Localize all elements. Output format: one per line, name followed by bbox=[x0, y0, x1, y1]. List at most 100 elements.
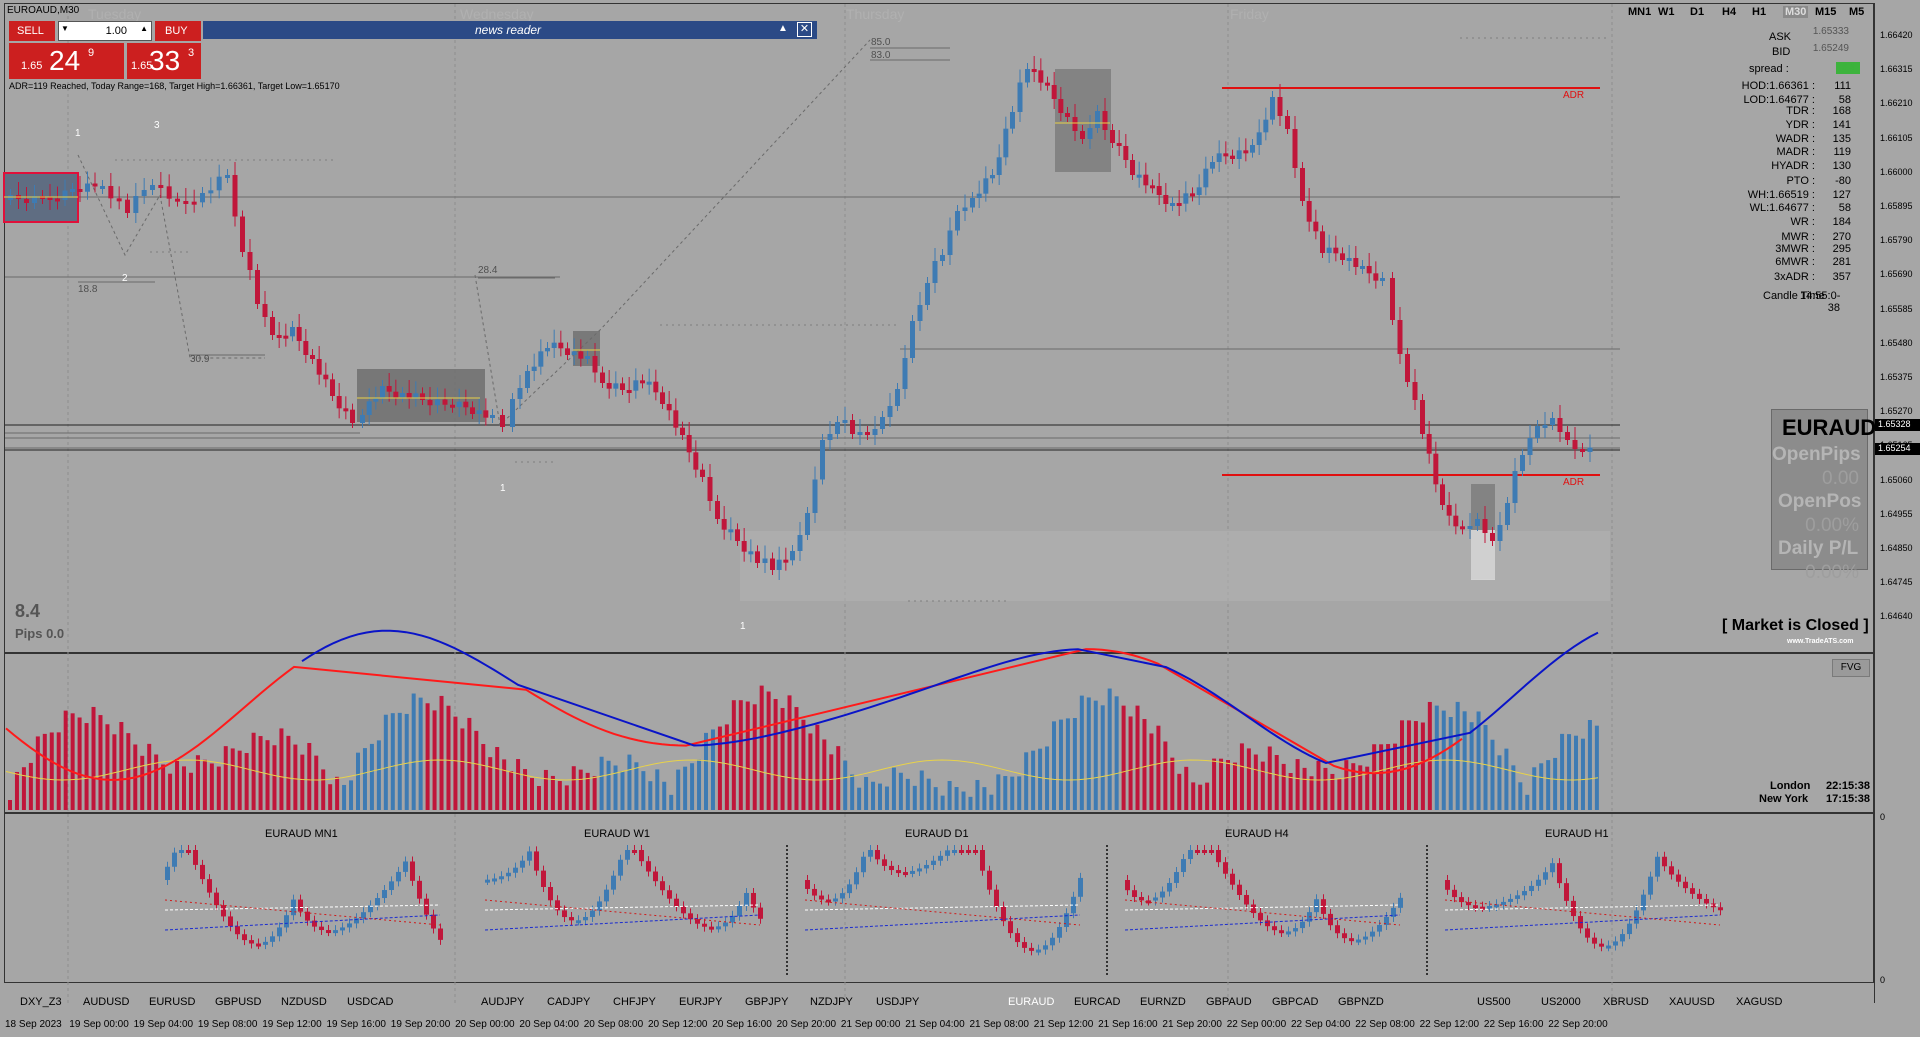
news-close-icon[interactable]: ✕ bbox=[797, 22, 812, 37]
mini-band bbox=[164, 899, 441, 926]
histogram-bar bbox=[1455, 701, 1460, 810]
lot-decrease-icon[interactable]: ▼ bbox=[61, 24, 69, 33]
symbol-tab-cadjpy[interactable]: CADJPY bbox=[547, 996, 591, 1008]
news-reader-bar[interactable]: news reader ▲ ✕ bbox=[203, 21, 817, 39]
candle-body bbox=[1535, 426, 1540, 438]
histogram-bar bbox=[244, 753, 249, 810]
candle-body bbox=[366, 401, 372, 415]
symbol-tab-nzdusd[interactable]: NZDUSD bbox=[281, 996, 327, 1008]
buy-button[interactable]: BUY bbox=[155, 21, 201, 41]
histogram-bar bbox=[1309, 776, 1314, 810]
candle-body bbox=[673, 410, 679, 428]
symbol-tab-chfjpy[interactable]: CHFJPY bbox=[613, 996, 656, 1008]
lot-increase-icon[interactable]: ▲ bbox=[140, 24, 148, 33]
candle-body bbox=[247, 252, 253, 270]
timeframe-m5[interactable]: M5 bbox=[1849, 6, 1865, 18]
symbol-tab-usdcad[interactable]: USDCAD bbox=[347, 996, 394, 1008]
symbol-tab-us2000[interactable]: US2000 bbox=[1541, 996, 1581, 1008]
histogram-bar bbox=[1393, 743, 1398, 810]
symbol-tab-euraud[interactable]: EURAUD bbox=[1008, 996, 1055, 1008]
symbol-tab-gbpjpy[interactable]: GBPJPY bbox=[745, 996, 789, 1008]
fvg-button[interactable]: FVG bbox=[1832, 659, 1870, 677]
symbol-tab-gbpusd[interactable]: GBPUSD bbox=[215, 996, 262, 1008]
symbol-tab-xauusd[interactable]: XAUUSD bbox=[1669, 996, 1715, 1008]
symbol-tab-dxyz3[interactable]: DXY_Z3 bbox=[20, 996, 62, 1008]
histogram-bar bbox=[453, 716, 458, 810]
symbol-tab-usdjpy[interactable]: USDJPY bbox=[876, 996, 920, 1008]
price-tick: 1.65585 bbox=[1880, 303, 1913, 314]
histogram-bar bbox=[376, 740, 381, 810]
symbol-tab-eurnzd[interactable]: EURNZD bbox=[1140, 996, 1186, 1008]
lot-size-input[interactable]: ▼ 1.00 ▲ bbox=[58, 21, 152, 41]
candle-body bbox=[600, 372, 605, 383]
stat-value: 357 bbox=[1832, 271, 1851, 283]
candle-body bbox=[47, 197, 53, 200]
timeframe-h1[interactable]: H1 bbox=[1752, 6, 1767, 18]
fvg-zone bbox=[740, 531, 1610, 601]
histogram-bar bbox=[578, 769, 583, 810]
histogram-bar bbox=[369, 743, 374, 810]
candle-body bbox=[1346, 258, 1352, 261]
candle-body bbox=[558, 342, 564, 349]
candle-body bbox=[1087, 128, 1093, 139]
timeframe-d1[interactable]: D1 bbox=[1690, 6, 1705, 18]
symbol-tab-eurjpy[interactable]: EURJPY bbox=[679, 996, 723, 1008]
stat-value: 127 bbox=[1832, 189, 1851, 201]
indicator-pane[interactable] bbox=[4, 653, 1874, 813]
sell-price-display[interactable]: 1.65 24 9 bbox=[9, 43, 124, 79]
mini-charts-pane[interactable] bbox=[4, 813, 1874, 983]
candle-body bbox=[1497, 525, 1503, 541]
candle-body bbox=[1306, 201, 1312, 222]
candle-body bbox=[827, 434, 833, 440]
sell-button[interactable]: SELL bbox=[9, 21, 55, 41]
candle-body bbox=[1031, 69, 1037, 72]
candle-body bbox=[1270, 97, 1275, 120]
timeframe-mn1[interactable]: MN1 bbox=[1628, 6, 1652, 18]
symbol-tab-nzdjpy[interactable]: NZDJPY bbox=[810, 996, 853, 1008]
symbol-tab-gbpnzd[interactable]: GBPNZD bbox=[1338, 996, 1384, 1008]
candle-body bbox=[232, 175, 238, 217]
histogram-bar bbox=[188, 772, 193, 810]
histogram-bar bbox=[418, 697, 423, 810]
candle-body bbox=[400, 393, 405, 398]
candle-body bbox=[606, 383, 612, 389]
timeframe-m15[interactable]: M15 bbox=[1815, 6, 1837, 18]
time-label: 21 Sep 12:00 bbox=[1033, 1019, 1094, 1030]
histogram-bar bbox=[28, 762, 33, 810]
news-collapse-icon[interactable]: ▲ bbox=[778, 23, 788, 34]
main-chart-pane[interactable] bbox=[4, 3, 1874, 653]
symbol-tab-xagusd[interactable]: XAGUSD bbox=[1736, 996, 1783, 1008]
histogram-bar bbox=[1483, 725, 1488, 810]
symbol-tab-eurusd[interactable]: EURUSD bbox=[149, 996, 196, 1008]
buy-price-display[interactable]: 1.65 33 3 bbox=[127, 43, 201, 79]
candle-body bbox=[1210, 162, 1215, 169]
timeframe-h4[interactable]: H4 bbox=[1722, 6, 1737, 18]
candle-body bbox=[116, 198, 122, 202]
symbol-tab-us500[interactable]: US500 bbox=[1477, 996, 1511, 1008]
symbol-tab-audjpy[interactable]: AUDJPY bbox=[481, 996, 525, 1008]
timeframe-m30[interactable]: M30 bbox=[1783, 6, 1809, 18]
price-tick: 1.66105 bbox=[1880, 132, 1913, 143]
histogram-bar bbox=[1504, 748, 1509, 810]
histogram-bar bbox=[1121, 705, 1126, 810]
histogram-bar bbox=[968, 796, 973, 810]
symbol-tab-eurcad[interactable]: EURCAD bbox=[1074, 996, 1121, 1008]
histogram-bar bbox=[1246, 748, 1251, 810]
candle-body bbox=[393, 391, 399, 398]
symbol-tab-audusd[interactable]: AUDUSD bbox=[83, 996, 130, 1008]
histogram-bar bbox=[495, 746, 500, 810]
candle-body bbox=[1482, 519, 1488, 533]
timeframe-w1[interactable]: W1 bbox=[1658, 6, 1675, 18]
day-label-tuesday: Tuesday bbox=[88, 6, 142, 22]
histogram-bar bbox=[1546, 760, 1551, 810]
mini-chart-title-mn1: EURAUD MN1 bbox=[265, 828, 338, 840]
candle-body bbox=[1163, 195, 1169, 204]
symbol-tab-gbpaud[interactable]: GBPAUD bbox=[1206, 996, 1252, 1008]
symbol-tab-gbpcad[interactable]: GBPCAD bbox=[1272, 996, 1319, 1008]
histogram-bar bbox=[1511, 765, 1516, 810]
histogram-bar bbox=[1567, 734, 1572, 810]
symbol-tab-xbrusd[interactable]: XBRUSD bbox=[1603, 996, 1649, 1008]
histogram-bar bbox=[975, 779, 980, 810]
candle-body bbox=[380, 386, 385, 399]
